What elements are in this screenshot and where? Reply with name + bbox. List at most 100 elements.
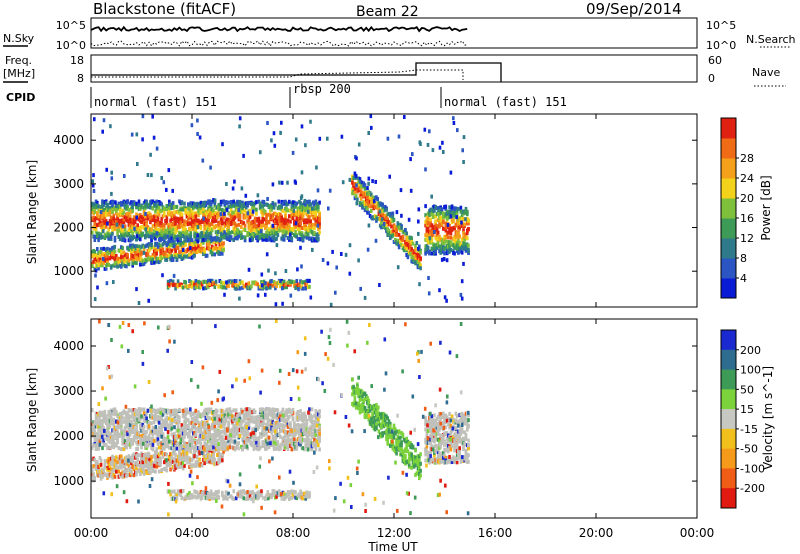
scatter-cell	[309, 202, 312, 207]
scatter-cell	[115, 208, 118, 213]
scatter-cell	[326, 136, 329, 141]
scatter-cell	[306, 226, 310, 231]
scatter-cell	[241, 235, 244, 240]
scatter-cell	[444, 225, 448, 230]
scatter-cell	[149, 230, 152, 235]
scatter-cell	[209, 165, 212, 170]
scatter-cell	[106, 203, 109, 207]
scatter-cell	[455, 241, 459, 246]
scatter-cell	[444, 239, 448, 244]
scatter-cell	[463, 210, 466, 215]
scatter-cell	[207, 218, 210, 223]
scatter-cell	[101, 214, 104, 219]
scatter-cell	[156, 215, 160, 220]
scatter-cell	[170, 205, 173, 210]
scatter-cell	[142, 248, 146, 253]
scatter-cell	[446, 222, 450, 227]
scatter-cell	[103, 432, 107, 437]
scatter-cell	[197, 410, 200, 415]
scatter-cell	[136, 434, 139, 439]
scatter-cell	[166, 430, 170, 434]
scatter-cell	[103, 254, 107, 259]
scatter-cell	[111, 411, 114, 416]
colorbar-swatch	[721, 238, 736, 259]
scatter-cell	[139, 254, 142, 259]
scatter-cell	[397, 242, 401, 247]
scatter-cell	[225, 280, 228, 285]
scatter-cell	[155, 199, 158, 204]
scatter-cell	[184, 242, 187, 247]
scatter-cell	[120, 454, 123, 459]
scatter-cell	[168, 282, 171, 287]
scatter-cell	[289, 219, 292, 224]
scatter-cell	[455, 243, 459, 248]
scatter-cell	[203, 420, 206, 425]
scatter-cell	[96, 461, 99, 466]
scatter-cell	[131, 231, 134, 236]
scatter-cell	[131, 261, 134, 266]
scatter-cell	[185, 410, 189, 415]
scatter-cell	[113, 235, 117, 240]
scatter-cell	[318, 230, 321, 235]
scatter-cell	[174, 465, 177, 470]
scatter-cell	[135, 215, 139, 220]
scatter-cell	[123, 429, 127, 434]
scatter-cell	[426, 227, 430, 232]
scatter-cell	[184, 421, 187, 426]
scatter-cell	[150, 413, 153, 418]
scatter-cell	[436, 206, 440, 211]
scatter-cell	[122, 217, 126, 222]
scatter-cell	[212, 447, 215, 452]
cpid-segment-label: normal (fast) 151	[444, 95, 567, 109]
scatter-cell	[140, 455, 143, 460]
scatter-cell	[370, 209, 373, 213]
scatter-cell	[93, 476, 97, 480]
scatter-cell	[131, 441, 134, 446]
scatter-cell	[163, 238, 166, 243]
scatter-cell	[194, 279, 198, 283]
scatter-cell	[188, 237, 191, 242]
scatter-cell	[453, 206, 456, 211]
scatter-cell	[351, 180, 354, 185]
scatter-cell	[383, 213, 387, 218]
scatter-cell	[96, 211, 99, 216]
scatter-cell	[452, 116, 455, 121]
scatter-cell	[205, 229, 209, 234]
scatter-cell	[165, 242, 168, 247]
scatter-cell	[241, 206, 244, 211]
scatter-cell	[271, 283, 275, 288]
scatter-cell	[344, 252, 348, 257]
scatter-cell	[99, 247, 103, 252]
scatter-cell	[189, 246, 192, 251]
scatter-cell	[448, 205, 451, 210]
scatter-cell	[127, 258, 131, 263]
scatter-cell	[115, 254, 118, 258]
scatter-cell	[163, 444, 166, 449]
scatter-cell	[91, 476, 94, 481]
scatter-cell	[227, 224, 230, 229]
scatter-cell	[251, 212, 254, 217]
scatter-cell	[196, 225, 200, 230]
scatter-cell	[351, 178, 354, 183]
scatter-cell	[102, 246, 105, 251]
scatter-cell	[192, 226, 195, 231]
scatter-cell	[301, 205, 305, 210]
noise-panel-frame	[90, 17, 698, 49]
scatter-cell	[103, 258, 107, 263]
scatter-cell	[137, 203, 141, 208]
scatter-cell	[237, 208, 240, 213]
scatter-cell	[367, 131, 370, 135]
scatter-cell	[291, 216, 295, 221]
scatter-cell	[151, 442, 155, 447]
scatter-cell	[159, 208, 162, 213]
scatter-cell	[433, 230, 436, 234]
scatter-cell	[107, 227, 110, 232]
scatter-cell	[208, 430, 211, 435]
scatter-cell	[165, 215, 169, 220]
scatter-cell	[160, 428, 163, 433]
scatter-cell	[214, 281, 218, 286]
scatter-cell	[110, 191, 113, 196]
scatter-cell	[403, 115, 406, 119]
colorbar-swatch	[721, 198, 736, 219]
scatter-cell	[170, 212, 174, 216]
